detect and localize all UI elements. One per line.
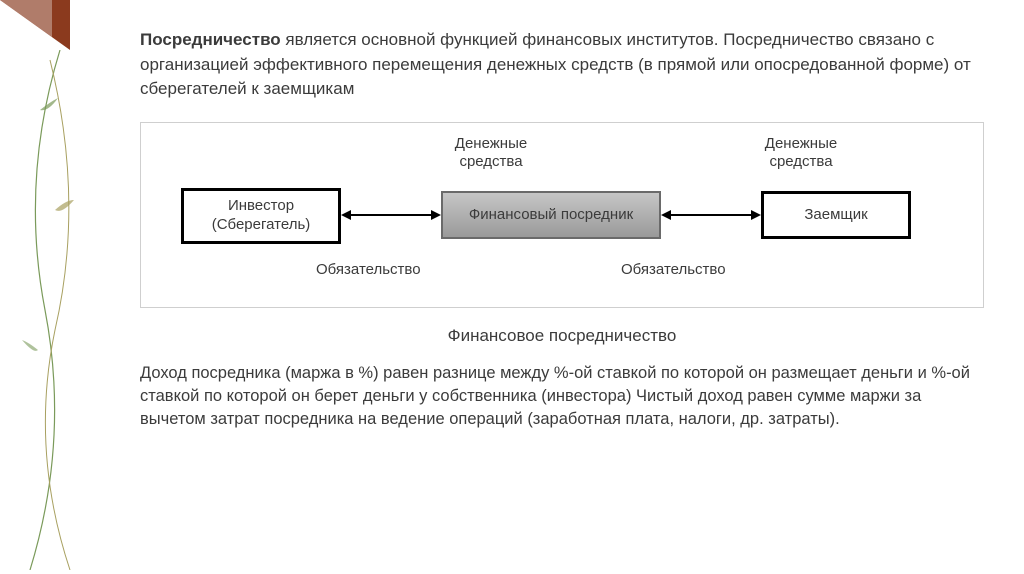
node-borrower: Заемщик (761, 191, 911, 239)
intro-paragraph: Посредничество является основной функцие… (140, 28, 984, 102)
diagram-container: Денежные средства Денежные средства Инве… (140, 122, 984, 308)
edge-right (661, 205, 761, 225)
diagram-caption: Финансовое посредничество (140, 326, 984, 346)
bottom-label-1: Обязательство (316, 261, 421, 278)
top-label-2: Денежные средства (741, 135, 861, 171)
node-investor: Инвестор (Сберегатель) (181, 188, 341, 244)
flow-diagram: Денежные средства Денежные средства Инве… (151, 133, 973, 293)
intro-bold: Посредничество (140, 30, 281, 49)
bottom-label-2: Обязательство (621, 261, 726, 278)
edge-left (341, 205, 441, 225)
footer-paragraph: Доход посредника (маржа в %) равен разни… (140, 362, 984, 431)
slide-content: Посредничество является основной функцие… (0, 0, 1024, 451)
top-label-1: Денежные средства (431, 135, 551, 171)
node-intermediary: Финансовый посредник (441, 191, 661, 239)
